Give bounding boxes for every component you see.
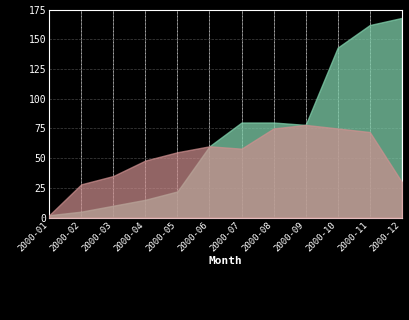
X-axis label: Month: Month xyxy=(208,256,242,266)
